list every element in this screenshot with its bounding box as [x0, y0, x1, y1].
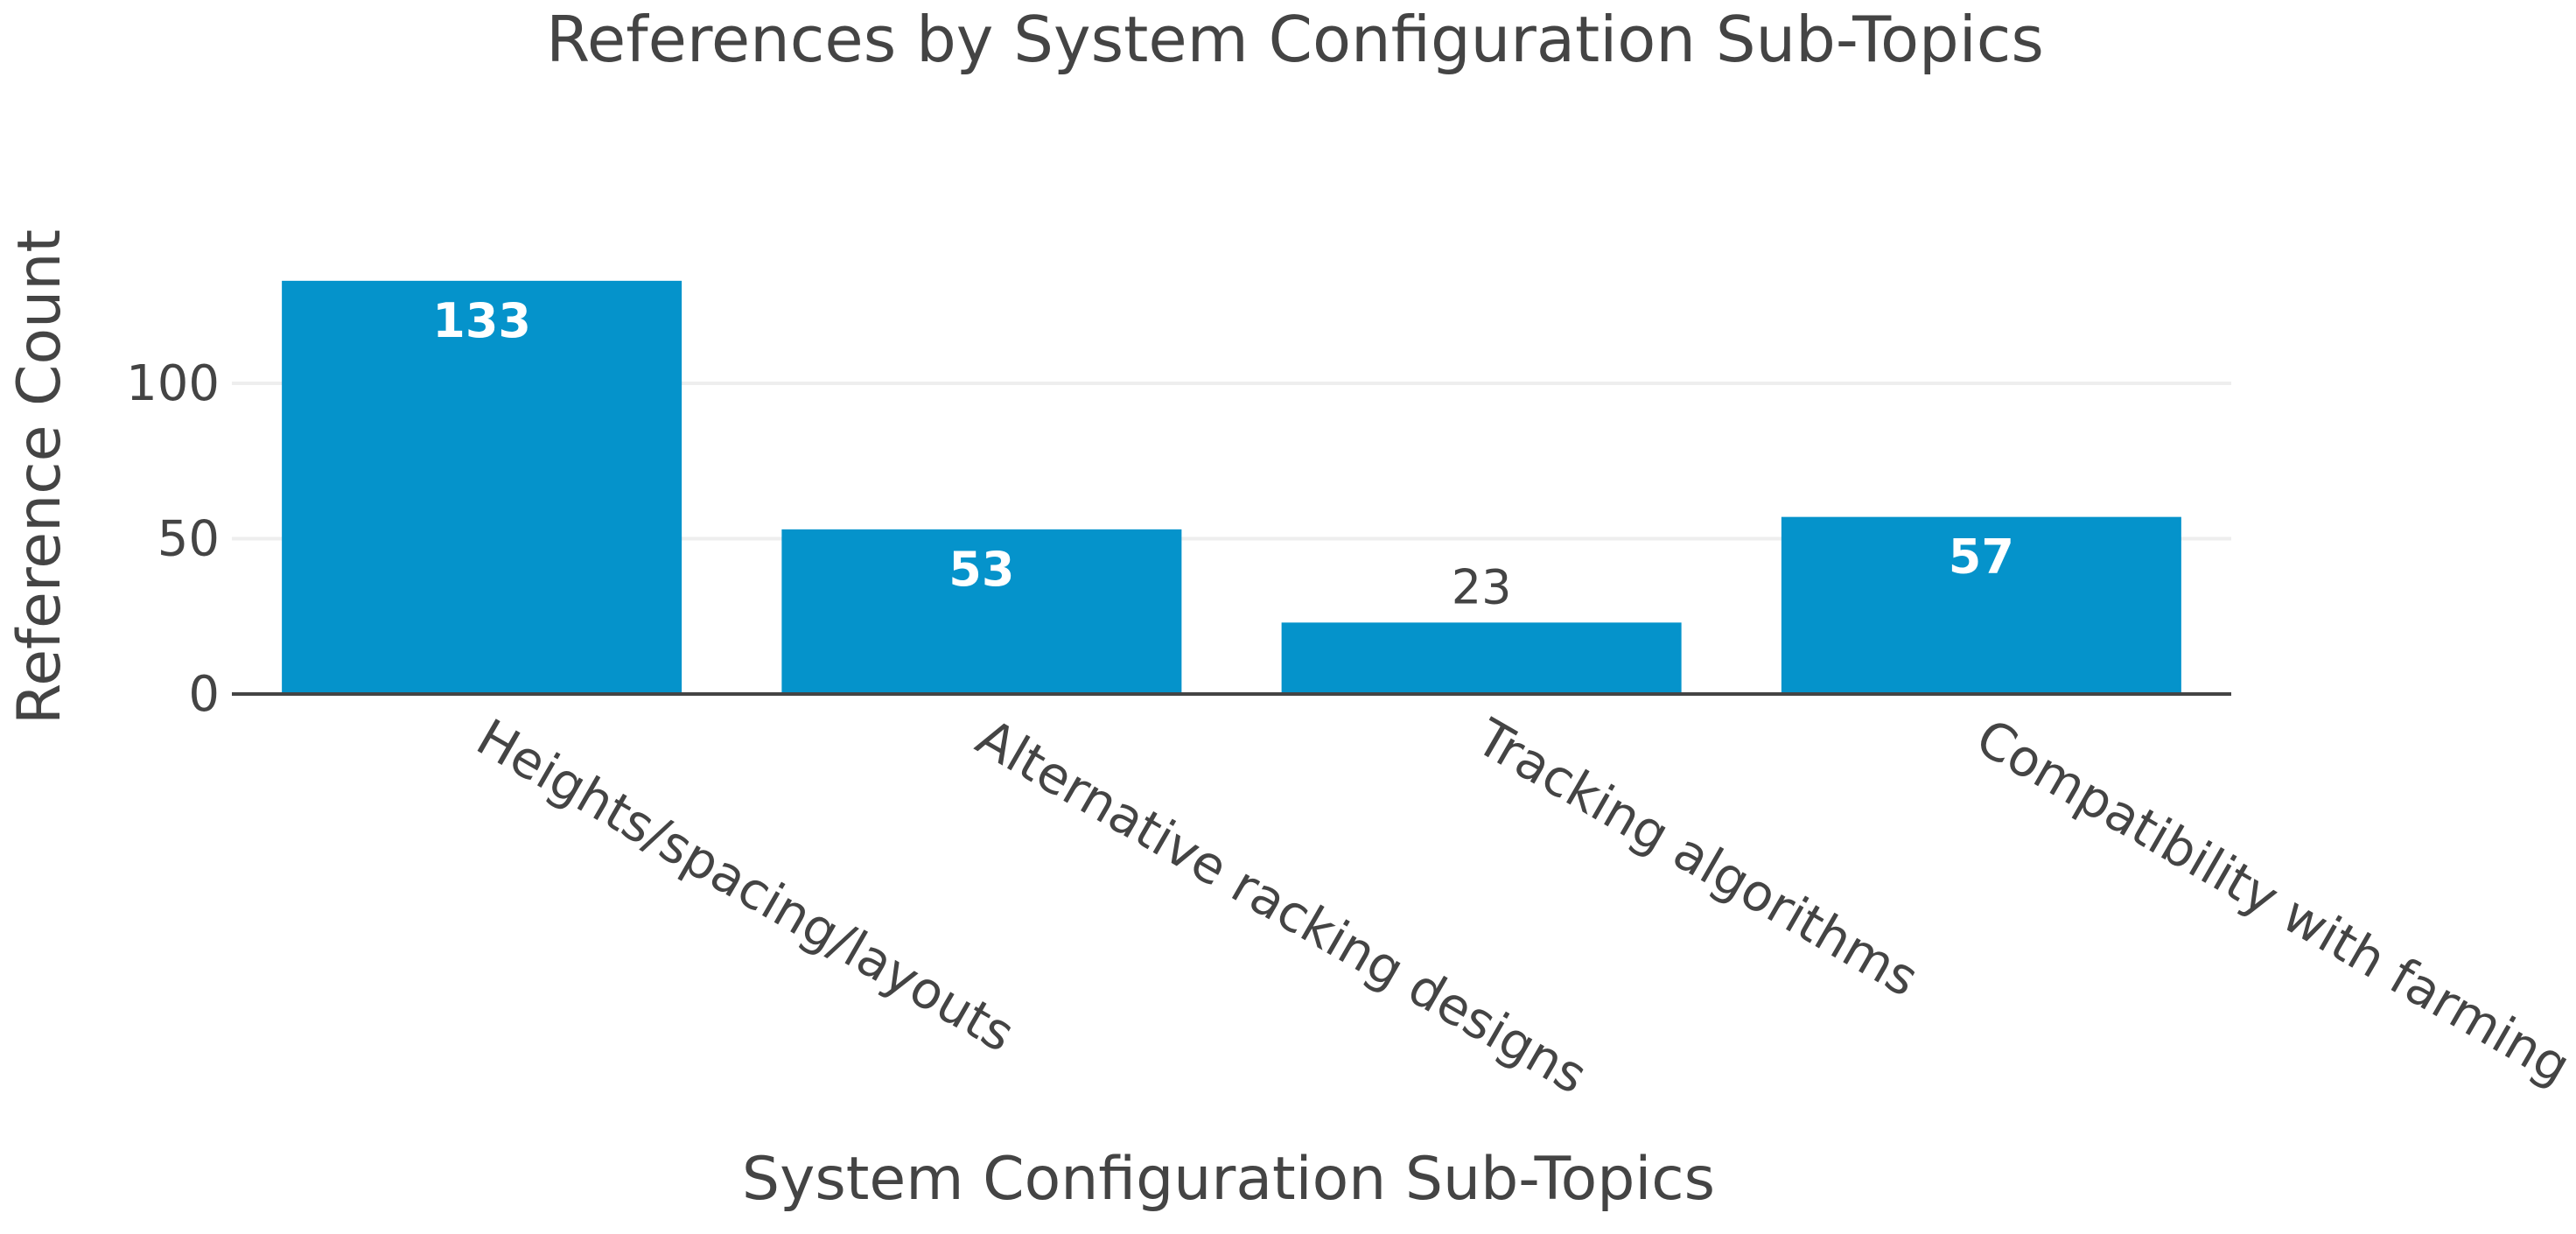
x-category-label: Compatibility with farming [1966, 707, 2576, 1096]
y-tick-label: 50 [158, 511, 220, 568]
data-label: 53 [948, 542, 1014, 597]
y-axis-ticks: 0 50 100 [126, 355, 220, 723]
bar [1281, 622, 1682, 694]
x-axis-title: System Configuration Sub-Topics [742, 1145, 1715, 1214]
x-category-label: Tracking algorithms [1466, 707, 1928, 1008]
y-tick-label: 0 [188, 666, 220, 723]
data-label: 23 [1452, 559, 1512, 614]
y-tick-label: 100 [126, 355, 220, 412]
bar [1781, 516, 2181, 694]
chart-title: References by System Configuration Sub-T… [546, 3, 2044, 76]
data-labels: 133 53 23 57 [432, 293, 2014, 614]
data-label: 57 [1949, 529, 2014, 585]
y-axis-title: Reference Count [5, 229, 74, 725]
data-label: 133 [432, 293, 531, 348]
bars [282, 280, 2181, 694]
bar [282, 280, 682, 694]
x-category-label: Heights/spacing/layouts [467, 707, 1025, 1063]
bar [781, 529, 1182, 694]
